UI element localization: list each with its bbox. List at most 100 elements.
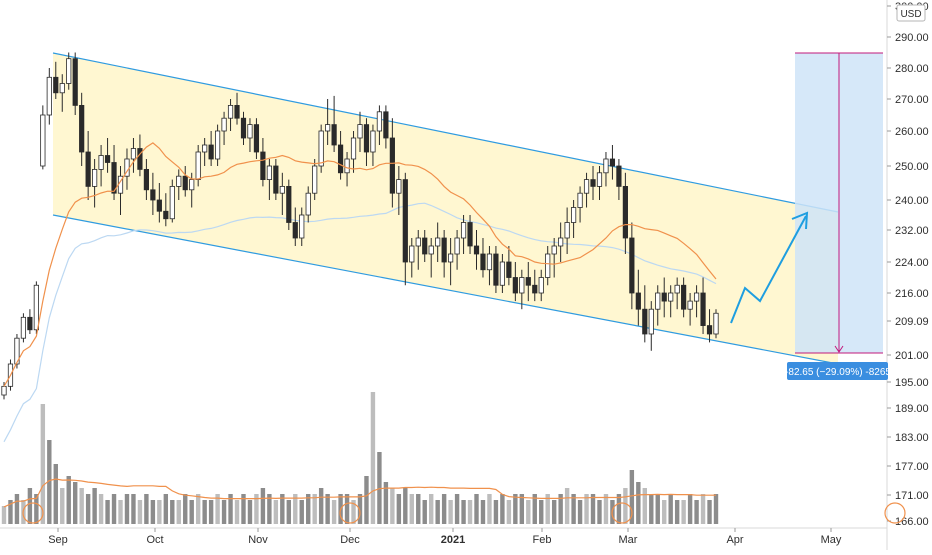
candle-body [214, 130, 221, 160]
volume-bar [73, 482, 78, 524]
candle-body [195, 151, 201, 181]
channel-lower-line[interactable] [52, 214, 839, 365]
candle-body [402, 179, 408, 263]
candle-body [655, 292, 661, 310]
candle-body [79, 105, 85, 153]
volume-bar [183, 494, 188, 524]
candle-body [266, 165, 272, 180]
volume-bar [364, 476, 369, 524]
volume-bar [526, 500, 531, 524]
volume-bar [170, 500, 175, 524]
volume-bar [564, 488, 570, 524]
time-tick-label: Mar [619, 534, 638, 546]
volume-bar [202, 500, 207, 524]
candle-body [130, 148, 137, 160]
volume-bar [286, 500, 291, 524]
volume-bar [500, 494, 505, 524]
volume-bar [603, 494, 609, 524]
volume-bar [390, 488, 395, 524]
candle-body [583, 179, 590, 194]
volume-bar [34, 494, 39, 524]
candles [1, 52, 719, 400]
time-tick-label: Feb [533, 534, 552, 546]
time-axis[interactable]: Sep Oct Nov Dec 2021 Feb Mar Apr May [0, 527, 887, 546]
volume-bar [454, 494, 460, 524]
volume-bar [480, 500, 486, 524]
time-tick-label: Nov [248, 534, 268, 546]
volume-bar [513, 494, 518, 524]
candle-body [104, 155, 111, 163]
volume-bar [105, 500, 110, 524]
price-tick-label: 260.00 [895, 126, 929, 138]
volume-bar [14, 494, 20, 524]
volume-bar [707, 500, 712, 524]
candle-body [221, 117, 227, 132]
candle-body [325, 124, 331, 132]
volume-bar [1, 506, 7, 524]
volume-bar [493, 500, 499, 524]
volume-bar [396, 494, 402, 524]
volume-bar [150, 500, 156, 524]
volume-bar [189, 500, 194, 524]
volume-bar [474, 494, 479, 524]
candle-body [668, 292, 674, 302]
volume-bar [124, 494, 130, 524]
candle-body [532, 284, 538, 294]
candle-body [616, 165, 622, 187]
candle-body [435, 237, 441, 247]
candle-body [545, 253, 551, 278]
candle-body [493, 253, 499, 286]
candle-body [273, 165, 279, 194]
measure-label-box [787, 362, 888, 380]
volume-bar [60, 488, 65, 524]
price-tick-label: 240.00 [895, 195, 929, 207]
candle-body [422, 237, 428, 255]
volume-bar [118, 500, 123, 524]
volume-bar [383, 482, 389, 524]
candle-body [150, 189, 156, 201]
candle-body [383, 111, 389, 139]
projection-path[interactable] [730, 215, 807, 324]
price-tick-label: 290.00 [895, 32, 929, 44]
price-range-measure[interactable] [795, 52, 883, 354]
volume-bar [681, 500, 686, 524]
price-axis[interactable]: 300.00290.00280.00270.00260.00250.00240.… [886, 0, 929, 550]
candle-body [156, 199, 162, 212]
channel-upper-line[interactable] [52, 52, 839, 213]
volume-bar [577, 500, 583, 524]
volume-bar [429, 494, 434, 524]
volume-bar [273, 500, 279, 524]
volume-bar [655, 494, 660, 524]
candle-body [460, 222, 467, 239]
volume-bar [519, 494, 525, 524]
projection-arrow[interactable] [730, 211, 809, 324]
volume-bar [558, 494, 563, 524]
currency-badge[interactable]: USD [900, 9, 921, 20]
candle-body [486, 253, 493, 271]
candle-body [286, 185, 292, 223]
candle-body [596, 172, 603, 187]
volume-bar [111, 494, 117, 524]
currency-badge-box[interactable] [896, 4, 926, 22]
volume-bar [487, 494, 492, 524]
price-tick-label: 209.09 [895, 316, 929, 328]
volume-bar [137, 500, 143, 524]
volume-bar [674, 500, 680, 524]
volume-bar [422, 500, 427, 524]
volume-bar [700, 494, 706, 524]
volume-bar [377, 452, 382, 524]
candle-body [189, 179, 195, 191]
candle-body [337, 144, 344, 174]
candle-body [661, 292, 667, 302]
candle-body [454, 237, 460, 255]
volume-bar [668, 494, 673, 524]
volume-pane [1, 392, 719, 524]
candle-body [415, 237, 421, 247]
candle-body [480, 253, 486, 271]
volume-bar [409, 494, 414, 524]
volume-bar [306, 494, 311, 524]
candle-body [85, 151, 91, 187]
volume-bar [318, 488, 324, 524]
